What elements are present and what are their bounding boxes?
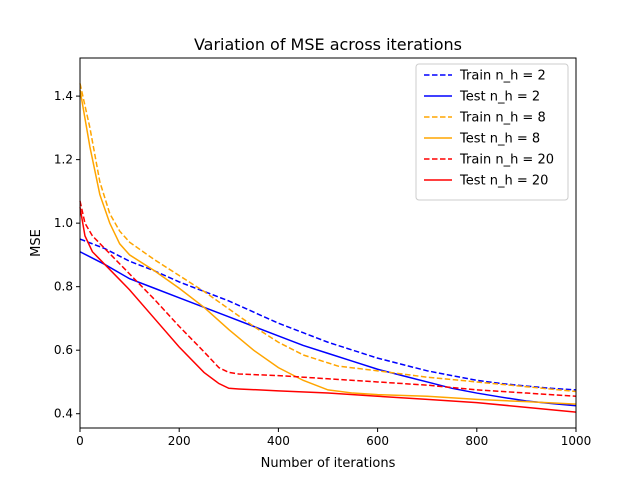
- series-line-0: [79, 238, 577, 391]
- series-line-3: [79, 89, 577, 405]
- y-tick-label: 1.0: [54, 216, 73, 230]
- y-tick-label: 1.4: [54, 89, 73, 103]
- series-layer: [79, 83, 577, 413]
- legend-label: Train n_h = 20: [459, 153, 554, 168]
- y-tick-label: 1.2: [54, 153, 73, 167]
- x-axis-ticks: 0 200 400 600 800 1000: [76, 428, 591, 448]
- x-axis-label: Number of iterations: [261, 456, 396, 471]
- x-tick-label: 200: [168, 434, 191, 448]
- series-line-5: [79, 207, 577, 413]
- y-tick-label: 0.8: [54, 280, 73, 294]
- legend-label: Train n_h = 2: [459, 69, 546, 84]
- x-tick-label: 0: [76, 434, 84, 448]
- plot-frame: [79, 57, 577, 429]
- legend-box: [415, 63, 569, 201]
- y-axis-ticks: 0.4 0.6 0.8 1.0 1.2 1.4: [54, 89, 80, 421]
- y-axis-label: MSE: [29, 229, 44, 257]
- x-tick-label: 800: [465, 434, 488, 448]
- legend-label: Test n_h = 8: [459, 132, 540, 147]
- series-line-1: [79, 251, 577, 407]
- chart-title: Variation of MSE across iterations: [194, 35, 462, 54]
- y-tick-label: 0.6: [54, 343, 73, 357]
- series-line-4: [79, 200, 577, 397]
- legend-label: Test n_h = 2: [459, 90, 540, 105]
- legend: Train n_h = 2 Test n_h = 2 Train n_h = 8 Te…: [415, 63, 569, 201]
- x-tick-label: 400: [267, 434, 290, 448]
- y-tick-label: 0.4: [54, 407, 73, 421]
- series-line-2: [79, 83, 577, 393]
- legend-label: Train n_h = 8: [459, 111, 546, 126]
- legend-label: Test n_h = 20: [459, 174, 548, 189]
- x-tick-label: 1000: [561, 434, 592, 448]
- x-tick-label: 600: [366, 434, 389, 448]
